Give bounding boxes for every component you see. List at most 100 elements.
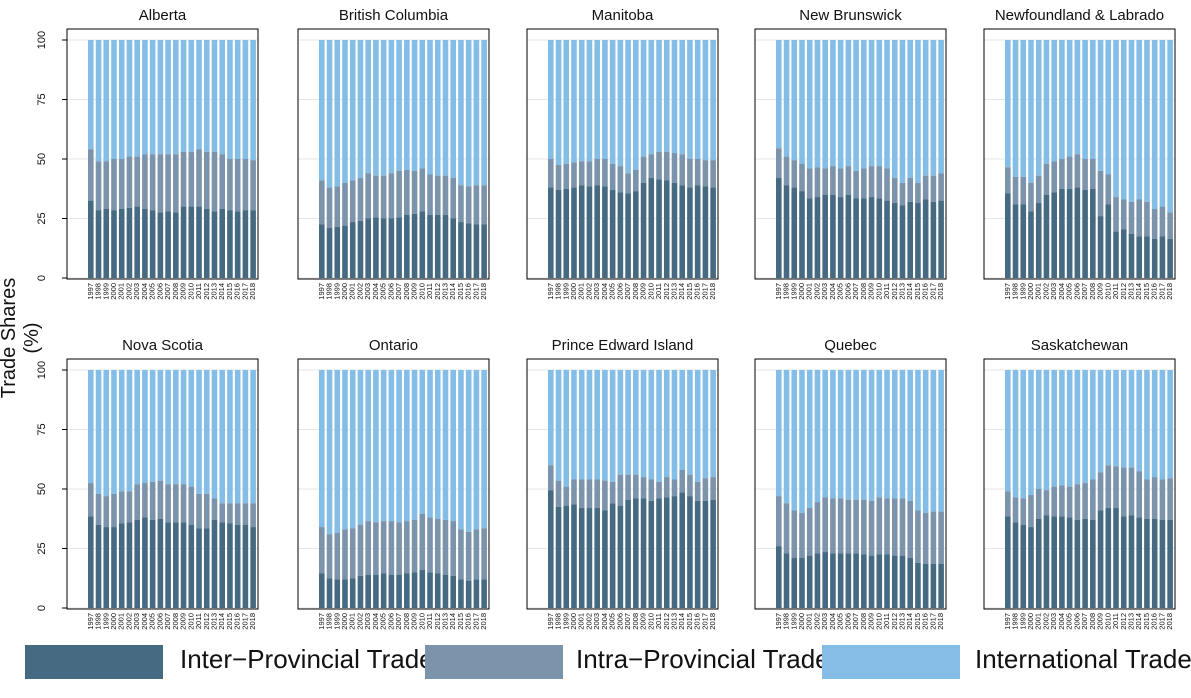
bar-inter-provincial <box>388 574 395 608</box>
bar-inter-provincial <box>571 187 577 278</box>
bar-inter-provincial <box>419 569 426 608</box>
bar-intra-provincial <box>211 498 218 520</box>
bar-inter-provincial <box>334 226 341 278</box>
bar-inter-provincial <box>1005 193 1011 278</box>
bar-international <box>853 40 859 171</box>
x-tick-label: 2017 <box>1157 613 1166 630</box>
bar-inter-provincial <box>710 187 716 278</box>
bar-inter-provincial <box>396 574 402 608</box>
bar-international <box>142 40 148 155</box>
bar-inter-provincial <box>806 555 813 608</box>
bar-intra-provincial <box>548 465 554 491</box>
bar-international <box>419 370 426 514</box>
bar-inter-provincial <box>149 519 156 608</box>
bar-international <box>586 40 593 162</box>
bar-inter-provincial <box>663 180 670 278</box>
bar-international <box>319 370 325 528</box>
x-tick-label: 2012 <box>890 613 899 630</box>
panel-title: Alberta <box>139 7 187 24</box>
x-tick-label: 2008 <box>402 613 411 630</box>
bar-inter-provincial <box>555 506 562 608</box>
x-tick-label: 2015 <box>913 613 922 630</box>
bar-inter-provincial <box>1090 188 1096 278</box>
x-tick-label: 2005 <box>148 283 157 300</box>
bar-inter-provincial <box>242 210 249 278</box>
bar-international <box>907 370 914 501</box>
bar-intra-provincial <box>609 163 616 190</box>
panel-frame <box>66 358 259 610</box>
bar-intra-provincial <box>211 151 218 212</box>
bar-international <box>334 370 341 534</box>
x-tick-label: 2013 <box>209 283 218 300</box>
x-tick-label: 2001 <box>805 283 814 300</box>
panel-frame <box>983 28 1176 280</box>
bar-international <box>671 370 678 480</box>
x-tick-label: 2008 <box>1088 613 1097 630</box>
bar-intra-provincial <box>165 154 171 212</box>
x-tick-label: 2003 <box>132 613 141 630</box>
bar-international <box>837 40 844 169</box>
bar-international <box>861 40 867 169</box>
bar-international <box>1028 370 1034 495</box>
x-tick-label: 2017 <box>240 283 249 300</box>
bar-intra-provincial <box>481 185 487 225</box>
bar-international <box>640 40 647 157</box>
bar-inter-provincial <box>563 188 570 278</box>
bar-inter-provincial <box>633 498 639 608</box>
bar-international <box>555 370 562 481</box>
bar-inter-provincial <box>1151 238 1158 278</box>
x-tick-label: 1998 <box>1011 613 1020 630</box>
bar-intra-provincial <box>126 491 133 523</box>
x-tick-label: 1997 <box>317 613 326 630</box>
x-tick-label: 2006 <box>155 613 164 630</box>
panel-nova-scotia: Nova Scotia19971998199920002001200220032… <box>36 337 259 630</box>
bar-inter-provincial <box>617 192 624 278</box>
bar-inter-provincial <box>799 558 805 608</box>
bar-intra-provincial <box>196 493 202 529</box>
bar-intra-provincial <box>656 481 662 499</box>
bar-inter-provincial <box>473 224 480 278</box>
bar-international <box>95 370 102 494</box>
panel-newfoundland-labrado: Newfoundland & Labrado199719981999200020… <box>983 7 1176 300</box>
bar-intra-provincial <box>365 521 371 575</box>
x-tick-label: 2004 <box>371 283 380 300</box>
x-tick-label: 2005 <box>148 613 157 630</box>
bar-inter-provincial <box>845 194 852 278</box>
bar-inter-provincial <box>349 578 356 608</box>
bar-inter-provincial <box>373 574 379 608</box>
bar-inter-provincial <box>227 523 233 608</box>
bar-inter-provincial <box>656 179 662 278</box>
bar-inter-provincial <box>319 224 325 278</box>
x-tick-label: 2013 <box>1126 283 1135 300</box>
bar-inter-provincial <box>625 193 631 278</box>
y-tick-label: 25 <box>36 542 48 554</box>
panel-title: New Brunswick <box>799 7 902 24</box>
y-tick-label: 100 <box>36 31 48 49</box>
bar-intra-provincial <box>1005 491 1011 517</box>
bar-international <box>1136 370 1143 472</box>
bar-intra-provincial <box>563 163 570 189</box>
bar-international <box>1074 370 1081 485</box>
bar-inter-provincial <box>648 178 655 278</box>
bar-international <box>783 40 790 157</box>
bar-international <box>396 40 402 171</box>
x-tick-label: 2014 <box>677 283 686 300</box>
bar-international <box>1105 40 1112 175</box>
bar-international <box>126 370 133 492</box>
bar-intra-provincial <box>837 168 844 198</box>
bar-inter-provincial <box>118 523 125 608</box>
x-tick-label: 2014 <box>1134 283 1143 300</box>
x-tick-label: 2001 <box>577 283 586 300</box>
bar-inter-provincial <box>250 210 256 278</box>
bar-inter-provincial <box>380 218 387 278</box>
bar-international <box>1012 370 1019 498</box>
x-tick-label: 2015 <box>456 283 465 300</box>
bar-intra-provincial <box>250 160 256 211</box>
x-tick-label: 2012 <box>662 613 671 630</box>
x-tick-label: 2010 <box>186 613 195 630</box>
bar-intra-provincial <box>1159 206 1166 237</box>
bar-intra-provincial <box>1105 465 1112 509</box>
bar-intra-provincial <box>663 477 670 498</box>
bar-inter-provincial <box>1012 204 1019 278</box>
x-tick-label: 2014 <box>677 613 686 630</box>
